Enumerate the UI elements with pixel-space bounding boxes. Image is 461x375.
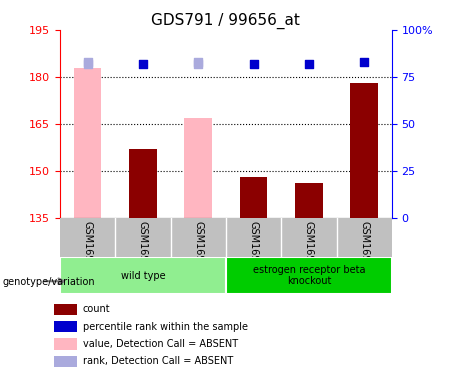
Text: rank, Detection Call = ABSENT: rank, Detection Call = ABSENT: [83, 356, 233, 366]
Text: GSM16991: GSM16991: [193, 220, 203, 273]
Text: GSM16990: GSM16990: [138, 220, 148, 273]
Bar: [295, 183, 323, 218]
Title: GDS791 / 99656_at: GDS791 / 99656_at: [152, 12, 300, 28]
Text: value, Detection Call = ABSENT: value, Detection Call = ABSENT: [83, 339, 238, 349]
Text: GSM16994: GSM16994: [359, 220, 369, 273]
Point: [84, 61, 91, 67]
Bar: [350, 83, 378, 218]
Point: [195, 61, 202, 67]
Text: count: count: [83, 304, 110, 314]
Point: [195, 59, 202, 65]
Bar: [129, 149, 157, 217]
Bar: [54, 304, 77, 315]
Bar: [226, 257, 392, 294]
Text: percentile rank within the sample: percentile rank within the sample: [83, 322, 248, 332]
Text: genotype/variation: genotype/variation: [2, 277, 95, 287]
Bar: [240, 177, 267, 218]
Text: estrogen receptor beta
knockout: estrogen receptor beta knockout: [253, 265, 365, 286]
Point: [361, 59, 368, 65]
Point: [84, 59, 91, 65]
Point: [305, 61, 313, 67]
Bar: [54, 321, 77, 332]
Point: [139, 61, 147, 67]
Text: GSM16993: GSM16993: [304, 220, 314, 273]
Bar: [54, 338, 77, 350]
Text: GSM16989: GSM16989: [83, 220, 93, 273]
Text: GSM16992: GSM16992: [248, 220, 259, 273]
Bar: [74, 68, 101, 218]
Bar: [54, 356, 77, 367]
Text: wild type: wild type: [121, 271, 165, 280]
Bar: [184, 117, 212, 218]
Bar: [60, 257, 226, 294]
Point: [250, 61, 257, 67]
